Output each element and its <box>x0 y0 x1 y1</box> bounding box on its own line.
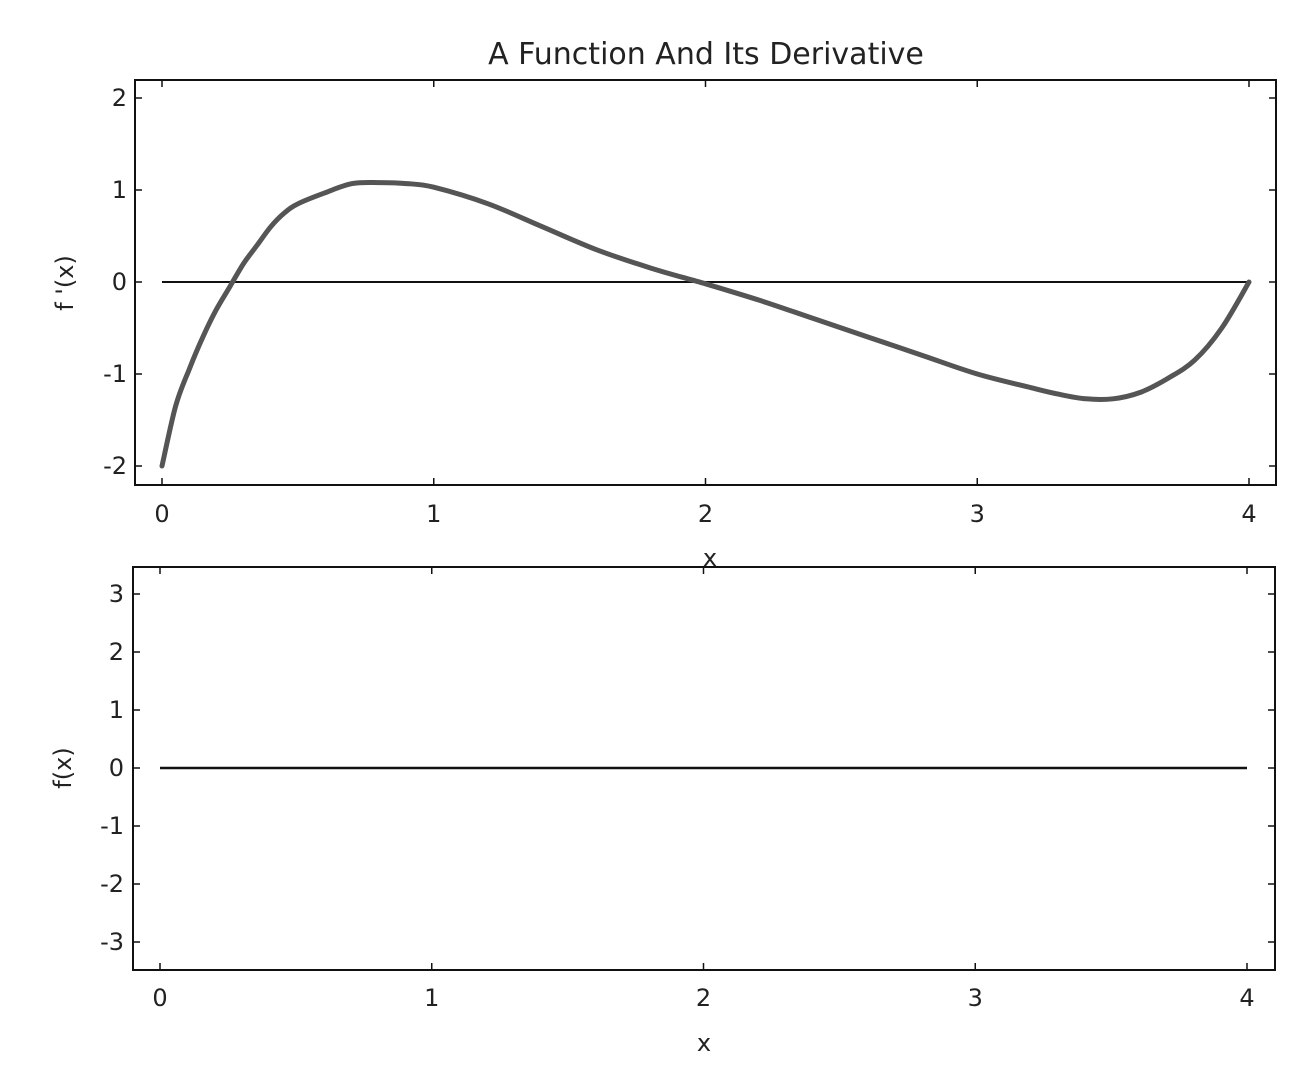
function-plot: 0 1 2 3 4 -3 -2 -1 0 1 2 3 x f(x) <box>49 566 1276 1057</box>
derivative-x-tick-label: 0 <box>154 500 169 528</box>
function-y-tick-label: -3 <box>100 928 124 956</box>
function-x-tick-label: 2 <box>696 984 711 1012</box>
function-y-tick-label: -2 <box>100 870 124 898</box>
derivative-y-tick-label: 0 <box>112 268 127 296</box>
function-x-tick-label: 1 <box>424 984 439 1012</box>
function-y-tick-label: -1 <box>100 812 124 840</box>
function-y-tick-label: 1 <box>109 696 124 724</box>
derivative-x-tick-label: 3 <box>970 500 985 528</box>
function-y-tick-label: 2 <box>109 638 124 666</box>
function-x-tick-label: 4 <box>1239 984 1254 1012</box>
derivative-x-tick-label: 1 <box>426 500 441 528</box>
derivative-x-tick-label: 2 <box>698 500 713 528</box>
function-y-axis-label: f(x) <box>49 747 77 788</box>
derivative-y-tick-label: 1 <box>112 176 127 204</box>
chart-title: A Function And Its Derivative <box>488 37 924 72</box>
derivative-y-axis-label: f '(x) <box>51 255 79 311</box>
derivative-y-tick-label: -2 <box>103 452 127 480</box>
function-x-axis-label: x <box>697 1029 711 1057</box>
function-x-tick-label: 0 <box>152 984 167 1012</box>
function-y-tick-label: 0 <box>109 754 124 782</box>
derivative-curve <box>159 179 1252 469</box>
function-x-tick-label: 3 <box>968 984 983 1012</box>
derivative-plot: 0 1 2 3 4 -2 -1 0 1 2 x f '(x) <box>51 79 1277 572</box>
derivative-y-tick-label: 2 <box>112 84 127 112</box>
function-y-tick-label: 3 <box>109 580 124 608</box>
derivative-y-tick-label: -1 <box>103 360 127 388</box>
derivative-x-tick-label: 4 <box>1241 500 1256 528</box>
derivative-x-axis-label: x <box>703 544 717 572</box>
